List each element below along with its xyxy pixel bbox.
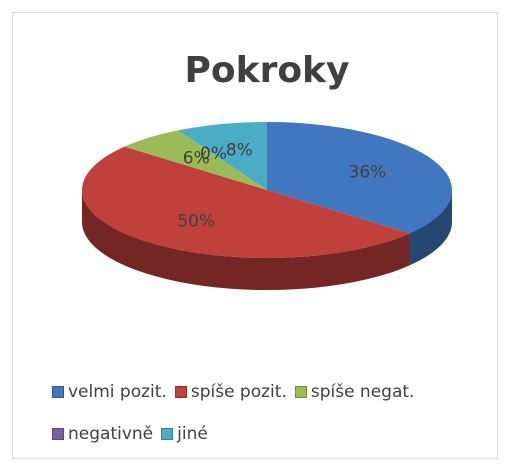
- legend-item: velmi pozit.: [52, 382, 167, 402]
- data-label: 0%: [200, 144, 227, 164]
- legend-swatch: [161, 428, 174, 440]
- legend-item: negativně: [52, 424, 153, 444]
- data-label: 36%: [349, 163, 387, 183]
- legend: velmi pozit. spíše pozit. spíše negat. nega…: [52, 382, 492, 444]
- slice: [177, 122, 267, 190]
- legend-swatch: [174, 386, 187, 398]
- slice-side: [409, 190, 452, 266]
- legend-label: spíše negat.: [310, 382, 415, 402]
- legend-item: jiné: [161, 424, 208, 444]
- legend-item: spíše pozit.: [174, 382, 287, 402]
- legend-label: velmi pozit.: [68, 382, 167, 402]
- legend-label: jiné: [177, 424, 208, 444]
- pie-tops: [82, 122, 452, 259]
- data-label: 50%: [177, 211, 215, 231]
- legend-swatch: [52, 428, 64, 440]
- pie-labels: 36% 50% 6%0%8%: [177, 140, 386, 231]
- legend-swatch: [294, 386, 307, 398]
- data-label: 6%: [183, 149, 210, 169]
- slice: [124, 130, 267, 190]
- pie-sides: [82, 190, 452, 290]
- legend-label: negativně: [68, 424, 154, 444]
- chart-title: Pokroky: [185, 50, 350, 91]
- side-shade: [409, 190, 452, 266]
- data-label: 8%: [226, 140, 253, 160]
- slice: [267, 122, 452, 234]
- slice: [82, 146, 410, 259]
- side-shade: [82, 190, 410, 290]
- legend-item: spíše negat.: [294, 382, 415, 402]
- legend-label: spíše pozit.: [190, 382, 287, 402]
- legend-swatch: [52, 386, 64, 398]
- slice-side: [82, 190, 410, 290]
